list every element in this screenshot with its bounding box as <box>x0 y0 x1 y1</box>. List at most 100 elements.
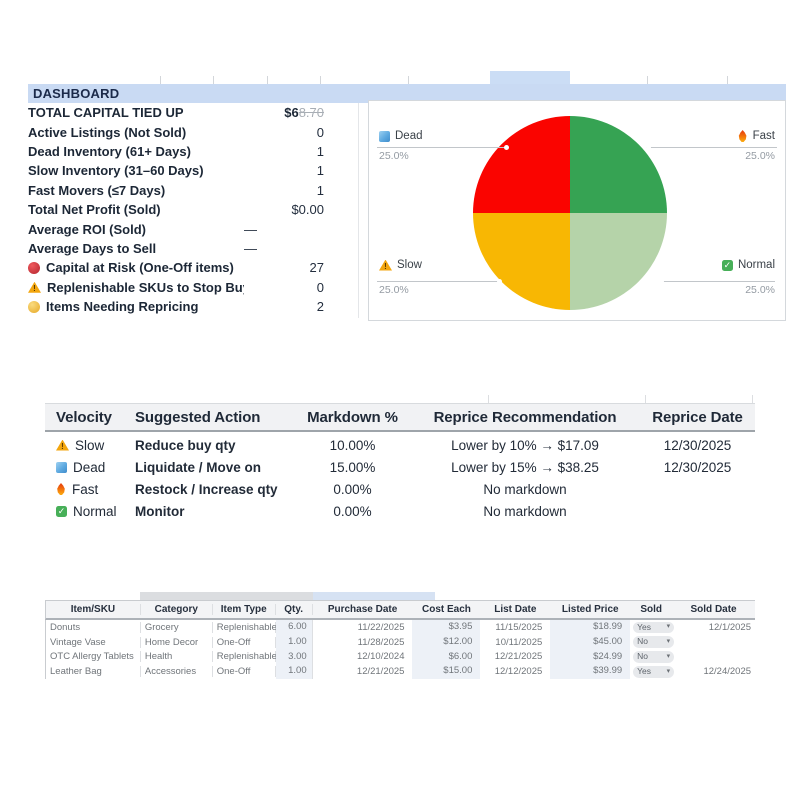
metric-label: Fast Movers (≤7 Days) <box>28 182 166 198</box>
item-cell: Vintage Vase <box>46 636 141 648</box>
metric-label: TOTAL CAPITAL TIED UP <box>28 105 184 121</box>
metric-value: — <box>244 221 257 237</box>
sold-dropdown[interactable]: Yes ▾ <box>633 621 675 634</box>
reprice-date-cell: 12/30/2025 <box>663 437 732 453</box>
sold-dropdown[interactable]: Yes ▾ <box>633 665 675 678</box>
legend-anchor-dot <box>497 279 502 284</box>
table-row: Dead Liquidate / Move on 15.00% Lower by… <box>45 456 755 478</box>
header-sold: Sold <box>640 604 662 615</box>
markdown-cell: 0.00% <box>333 481 372 497</box>
qty-cell: 1.00 <box>275 634 313 650</box>
header-cost-each: Cost Each <box>421 604 471 615</box>
warning-icon <box>56 439 69 451</box>
metric-value: $68.70 <box>244 105 324 120</box>
metric-label: Average Days to Sell <box>28 240 157 256</box>
dropdown-arrow-icon: ▾ <box>666 652 671 660</box>
gridline-tick <box>647 76 648 84</box>
velocity-table-header: Velocity Suggested Action Markdown % Rep… <box>45 403 755 432</box>
velocity-table-body: Slow Reduce buy qty 10.00% Lower by 10% … <box>45 434 755 522</box>
cost-each-cell: $15.00 <box>412 664 481 680</box>
metric-label: Total Net Profit (Sold) <box>28 202 161 218</box>
header-item-sku: Item/SKU <box>46 604 141 615</box>
metric-row: Total Net Profit (Sold) $0.00 <box>28 200 324 219</box>
legend-slow-label: Slow <box>397 259 422 271</box>
metric-value: 2 <box>316 299 324 315</box>
legend-anchor-dot <box>646 145 651 150</box>
sold-dropdown[interactable]: No ▾ <box>633 636 675 649</box>
sold-value: No <box>637 651 649 662</box>
dead-cube-icon <box>379 130 390 142</box>
metric-label: Average ROI (Sold) <box>28 221 146 237</box>
legend-callout-line <box>646 147 777 148</box>
yellow-circle-icon <box>28 300 40 313</box>
inventory-table-header: Item/SKU Category Item Type Qty. Purchas… <box>45 600 755 620</box>
table-row: Donuts Grocery Replenishable 6.00 11/22/… <box>46 620 755 635</box>
sold-cell: No ▾ <box>630 636 675 649</box>
sold-dropdown[interactable]: No ▾ <box>633 651 675 663</box>
column-divider <box>358 103 359 318</box>
sold-value: Yes <box>637 621 652 632</box>
metric-label: Capital at Risk (One-Off items) <box>46 260 234 276</box>
metric-row: Replenishable SKUs to Stop Buy 0 <box>28 278 324 297</box>
legend-slow: Slow <box>379 259 422 271</box>
header-reprice-date: Reprice Date <box>652 408 743 426</box>
legend-dead-label: Dead <box>395 130 423 142</box>
category-cell: Health <box>141 651 213 663</box>
velocity-cell: Fast <box>45 482 135 497</box>
velocity-label: Slow <box>75 437 105 453</box>
table-row: Leather Bag Accessories One-Off 1.00 12/… <box>46 664 755 680</box>
gridline-tick <box>752 395 753 403</box>
dropdown-arrow-icon: ▾ <box>666 638 671 646</box>
metric-value: 1 <box>316 163 324 179</box>
header-listed-price: Listed Price <box>561 604 619 615</box>
sold-date-cell: 12/24/2025 <box>703 666 752 678</box>
velocity-cell: Dead <box>45 460 135 475</box>
red-circle-icon <box>28 261 40 274</box>
category-cell: Grocery <box>141 621 213 633</box>
legend-normal-label: Normal <box>737 259 775 271</box>
dashboard-title: DASHBOARD <box>33 86 120 101</box>
cell-fill-blue <box>313 592 435 600</box>
header-suggested-action: Suggested Action <box>135 408 261 426</box>
cost-each-cell: $3.95 <box>412 620 481 635</box>
legend-fast: Fast <box>738 130 775 142</box>
metric-label: Dead Inventory (61+ Days) <box>28 143 191 159</box>
metric-label: Active Listings (Not Sold) <box>28 124 187 140</box>
sold-value: Yes <box>637 665 652 676</box>
dashboard-header: DASHBOARD <box>28 84 786 103</box>
legend-callout-line <box>661 281 775 282</box>
list-date-cell: 10/11/2025 <box>495 636 543 648</box>
legend-normal: Normal <box>721 259 775 271</box>
list-date-cell: 12/21/2025 <box>494 651 543 663</box>
qty-cell: 3.00 <box>275 649 313 665</box>
legend-anchor-dot <box>504 145 509 150</box>
table-row: Vintage Vase Home Decor One-Off 1.00 11/… <box>46 634 755 650</box>
purchase-date-cell: 12/10/2024 <box>356 651 405 663</box>
listed-price-cell: $45.00 <box>550 634 631 650</box>
metric-value-muted: 8.70 <box>298 105 324 121</box>
listed-price-cell: $24.99 <box>550 649 631 665</box>
metric-row: Average Days to Sell — <box>28 239 324 258</box>
recommendation-cell: No markdown <box>483 503 567 519</box>
cell-fill-gray <box>140 592 313 600</box>
sold-value: No <box>637 636 649 647</box>
header-markdown: Markdown % <box>307 408 398 426</box>
item-cell: OTC Allergy Tablets <box>46 651 141 663</box>
item-cell: Leather Bag <box>46 666 141 678</box>
fire-icon <box>57 483 65 495</box>
sold-cell: Yes ▾ <box>630 621 675 634</box>
recommendation-cell: Lower by 15% → $38.25 <box>451 459 599 475</box>
metric-label-wrap: Capital at Risk (One-Off items) <box>28 260 244 275</box>
metric-value: — <box>244 240 257 256</box>
markdown-cell: 15.00% <box>329 459 376 475</box>
legend-callout-line <box>377 281 501 282</box>
metric-label-wrap: Items Needing Repricing <box>28 299 244 314</box>
qty-cell: 1.00 <box>275 664 313 680</box>
gridline-tick <box>727 76 728 84</box>
slow-warning-icon <box>379 259 392 271</box>
reprice-date-cell: 12/30/2025 <box>663 459 732 475</box>
header-list-date: List Date <box>494 604 537 615</box>
cost-each-cell: $12.00 <box>412 634 481 650</box>
gridline-tick <box>320 76 321 84</box>
